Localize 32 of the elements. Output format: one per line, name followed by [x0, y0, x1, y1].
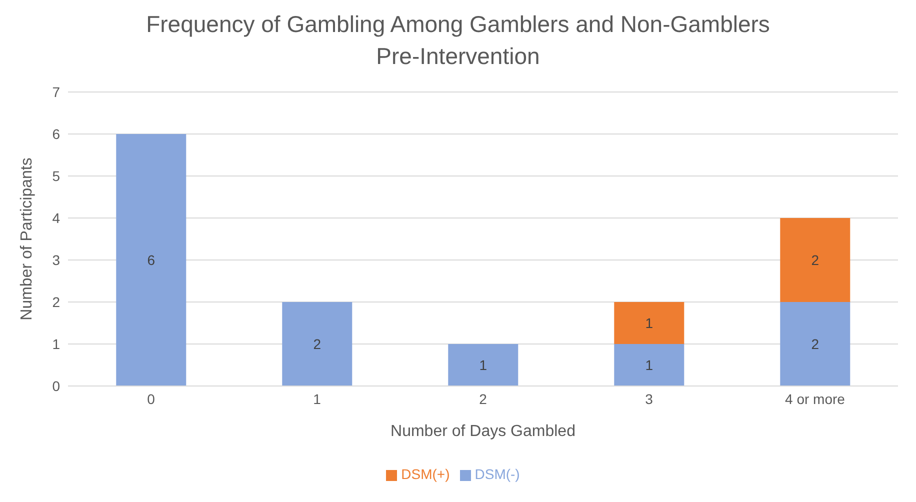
y-tick-label: 7: [52, 84, 60, 100]
x-tick-label: 4 or more: [785, 390, 846, 407]
legend-label: DSM(-): [474, 466, 520, 482]
bar: [780, 218, 850, 302]
bar: [282, 302, 352, 386]
y-tick-label: 2: [52, 294, 60, 310]
x-tick-label: 1: [313, 390, 322, 407]
data-label: 1: [479, 356, 488, 373]
y-tick-label: 1: [52, 336, 60, 352]
bar: [780, 302, 850, 386]
bar: [448, 344, 518, 386]
data-label: 2: [811, 336, 820, 352]
bar: [116, 134, 186, 386]
chart-title: Frequency of Gambling Among Gamblers and Non-Gamblers Pre-Intervention: [145, 10, 771, 71]
y-tick-label: 3: [52, 252, 60, 268]
data-label: 6: [147, 252, 156, 268]
x-tick-label: 2: [479, 390, 488, 407]
x-tick-label: 3: [645, 390, 654, 407]
y-tick-label: 0: [52, 378, 60, 394]
y-tick-label: 4: [52, 210, 60, 226]
x-axis-title: Number of Days Gambled: [390, 423, 576, 440]
data-label: 1: [645, 314, 654, 331]
legend-label: DSM(+): [401, 466, 450, 482]
data-label: 2: [313, 336, 322, 352]
data-label: 1: [645, 356, 654, 373]
y-tick-label: 5: [52, 168, 60, 184]
bar: [614, 302, 684, 344]
data-label: 2: [811, 252, 820, 268]
x-tick-label: 0: [147, 390, 156, 407]
y-tick-label: 6: [52, 126, 60, 142]
y-axis-title: Number of Participants: [18, 158, 36, 320]
bar: [614, 344, 684, 386]
